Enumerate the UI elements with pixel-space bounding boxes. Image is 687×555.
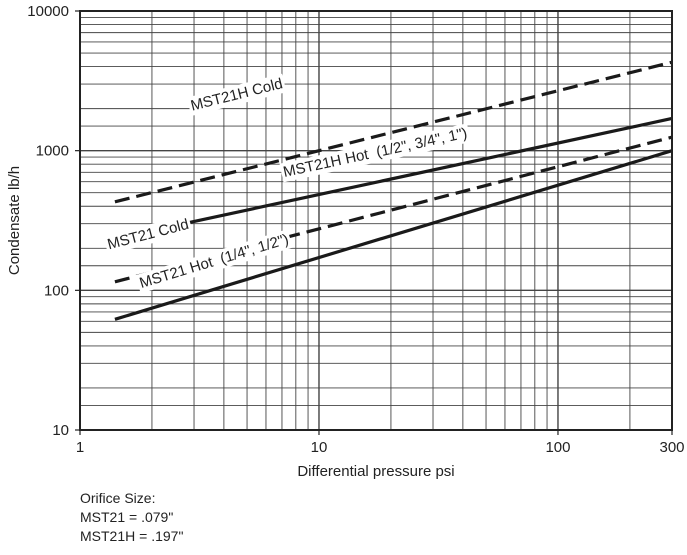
y-tick-label: 1000 xyxy=(36,143,69,160)
orifice-notes: Orifice Size: MST21 = .079" MST21H = .19… xyxy=(80,489,183,546)
notes-title: Orifice Size: xyxy=(80,490,156,506)
x-tick-label: 100 xyxy=(545,439,570,456)
y-axis-label: Condensate lb/h xyxy=(6,166,23,275)
y-tick-label: 10000 xyxy=(27,3,69,20)
series-line-1 xyxy=(114,60,673,204)
series-label-bg xyxy=(135,229,293,294)
y-tick-label: 100 xyxy=(44,282,69,299)
y-tick-label: 10 xyxy=(52,422,69,439)
notes-line-mst21h: MST21H = .197" xyxy=(80,528,184,544)
plot-frame xyxy=(79,10,673,431)
x-tick-label: 10 xyxy=(311,439,328,456)
series-label-3: MST21 Cold xyxy=(106,216,191,253)
series-label-bg xyxy=(103,214,193,255)
series-label-bg xyxy=(186,73,287,117)
x-axis-label: Differential pressure psi xyxy=(297,463,454,480)
notes-line-mst21: MST21 = .079" xyxy=(80,509,174,525)
x-tick-label: 300 xyxy=(659,439,684,456)
series-line-4 xyxy=(114,149,673,321)
x-tick-label: 1 xyxy=(76,439,84,456)
series-line-2 xyxy=(114,116,673,241)
series-label-bg xyxy=(279,123,471,183)
